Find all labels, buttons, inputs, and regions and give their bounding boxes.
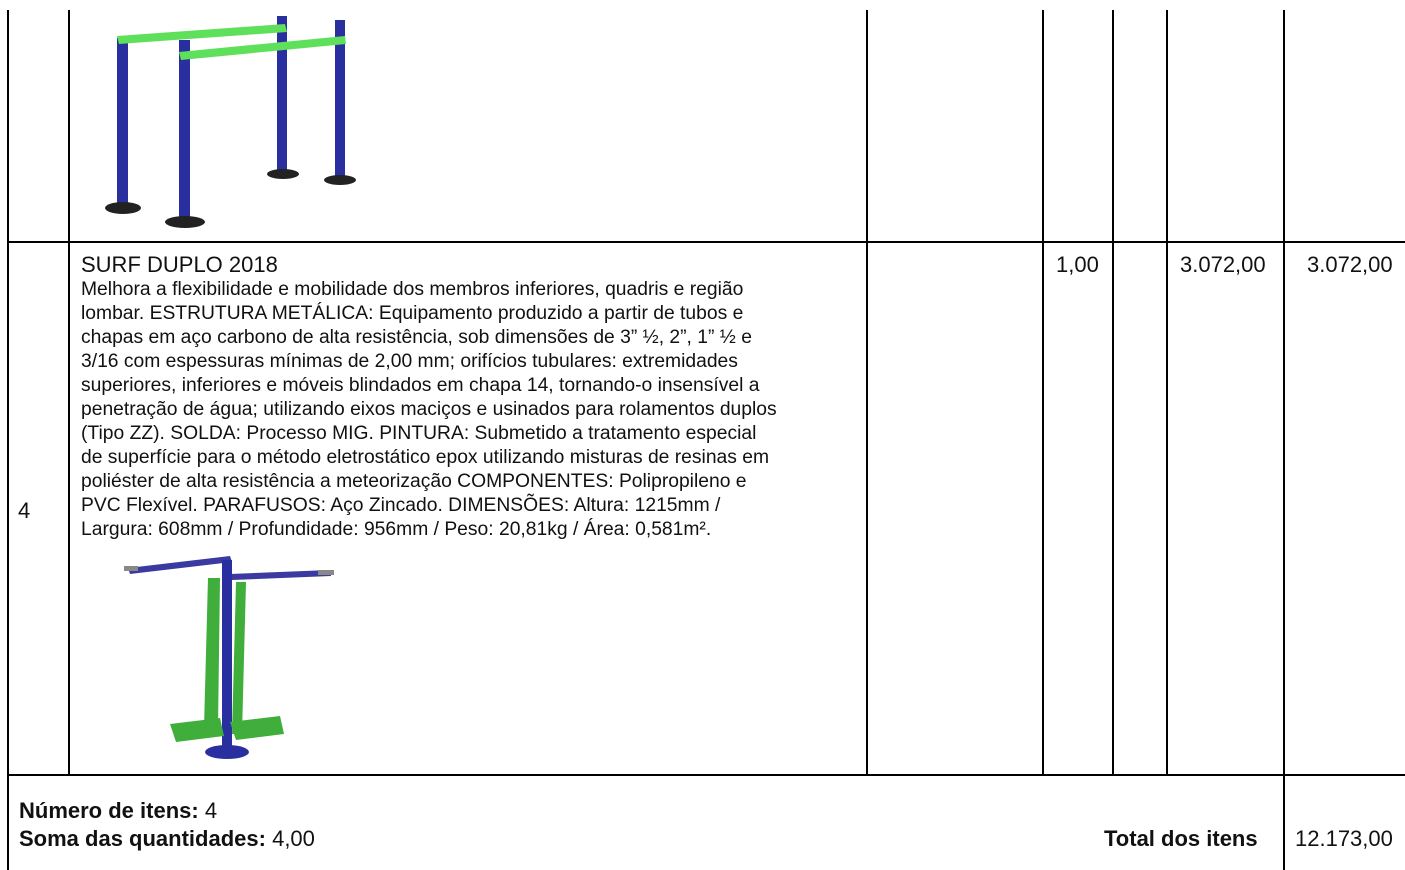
surf-duplo-image [124,556,334,759]
qty-sum-value: 4,00 [272,826,315,851]
qty-sum-row: Soma das quantidades: 4,00 [19,826,315,852]
column-divider-2 [866,10,868,776]
item-total: 3.072,00 [1307,252,1393,277]
item-title: SURF DUPLO 2018 [81,252,278,277]
total-value: 12.173,00 [1295,826,1393,851]
parallel-bars-image [105,16,356,228]
table-border-left [7,10,9,870]
items-count-row: Número de itens: 4 [19,798,217,824]
row-divider-top [7,241,1405,243]
column-divider-5 [1166,10,1168,776]
qty-sum-label: Soma das quantidades: [19,826,266,851]
total-label: Total dos itens [1104,826,1258,851]
items-count-value: 4 [204,798,218,823]
column-divider-1 [68,10,70,776]
item-quantity: 1,00 [1056,252,1099,277]
item-number: 4 [18,498,31,523]
item-description: Melhora a flexibilidade e mobilidade dos… [81,279,777,540]
item-unit-price: 3.072,00 [1180,252,1266,277]
column-divider-4 [1112,10,1114,776]
items-count-label: Número de itens: [19,798,199,823]
row-divider-bottom [7,774,1405,776]
column-divider-6 [1283,10,1285,870]
column-divider-3 [1042,10,1044,776]
